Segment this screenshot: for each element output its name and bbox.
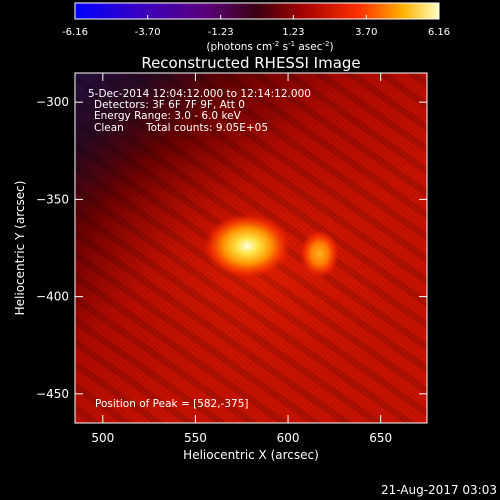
energy-range-annotation: Energy Range: 3.0 - 6.0 keV xyxy=(94,110,242,122)
source-blob-0 xyxy=(202,213,292,280)
colorbar-unit-label: (photons cm-2 s-1 asec-2) xyxy=(206,40,333,53)
y-axis-ticks xyxy=(75,101,427,395)
x-tick-label-2: 600 xyxy=(277,431,300,445)
source-blob-1 xyxy=(299,229,340,279)
colorbar-tick-label-3: 1.23 xyxy=(282,27,304,38)
unit-mid-2: asec xyxy=(295,41,323,53)
colorbar-tick-labels: -6.16 -3.70 -1.23 1.23 3.70 6.16 xyxy=(62,27,450,38)
colorbar-ticks xyxy=(74,15,440,19)
y-axis-label: Heliocentric Y (arcsec) xyxy=(13,181,27,316)
y-tick-label-3: −450 xyxy=(36,387,69,401)
peak-position-annotation: Position of Peak = [582,-375] xyxy=(95,398,249,410)
annotations: 5-Dec-2014 12:04:12.000 to 12:14:12.000 … xyxy=(88,88,311,410)
heatmap-image xyxy=(75,73,427,423)
unit-prefix: (photons cm xyxy=(206,41,272,53)
y-tick-label-1: −350 xyxy=(36,192,69,206)
colorbar: -6.16 -3.70 -1.23 1.23 3.70 6.16 (photons cm-… xyxy=(62,2,450,53)
x-tick-label-0: 500 xyxy=(91,431,114,445)
footer-timestamp: 21-Aug-2017 03:03 xyxy=(381,483,497,497)
sources-layer xyxy=(202,213,340,280)
colorbar-tick-label-5: 6.16 xyxy=(428,27,450,38)
unit-exp-3: -2 xyxy=(323,40,330,48)
detectors-annotation: Detectors: 3F 6F 7F 9F, Att 0 xyxy=(94,99,245,111)
chart-title: Reconstructed RHESSI Image xyxy=(141,54,360,72)
x-axis-tick-labels: 500 550 600 650 xyxy=(91,431,392,445)
plot-frame xyxy=(74,72,428,424)
colorbar-tick-label-4: 3.70 xyxy=(355,27,377,38)
x-tick-label-1: 550 xyxy=(184,431,207,445)
y-tick-label-0: −300 xyxy=(36,95,69,109)
y-axis-tick-labels: −300 −350 −400 −450 xyxy=(36,95,69,401)
unit-exp-2: -1 xyxy=(288,40,295,48)
x-axis-label: Heliocentric X (arcsec) xyxy=(183,448,319,462)
method-annotation: Clean xyxy=(94,122,124,134)
time-range-annotation: 5-Dec-2014 12:04:12.000 to 12:14:12.000 xyxy=(88,88,311,100)
colorbar-tick-label-2: -1.23 xyxy=(208,27,234,38)
unit-suffix: ) xyxy=(330,41,334,53)
unit-exp-1: -2 xyxy=(272,40,279,48)
y-tick-label-2: −400 xyxy=(36,290,69,304)
colorbar-gradient xyxy=(74,2,440,20)
x-axis-ticks xyxy=(102,73,382,423)
colorbar-tick-label-0: -6.16 xyxy=(62,27,88,38)
x-tick-label-3: 650 xyxy=(369,431,392,445)
colorbar-tick-label-1: -3.70 xyxy=(135,27,161,38)
total-counts-annotation: Total counts: 9.05E+05 xyxy=(145,122,268,134)
unit-mid-1: s xyxy=(279,41,288,53)
